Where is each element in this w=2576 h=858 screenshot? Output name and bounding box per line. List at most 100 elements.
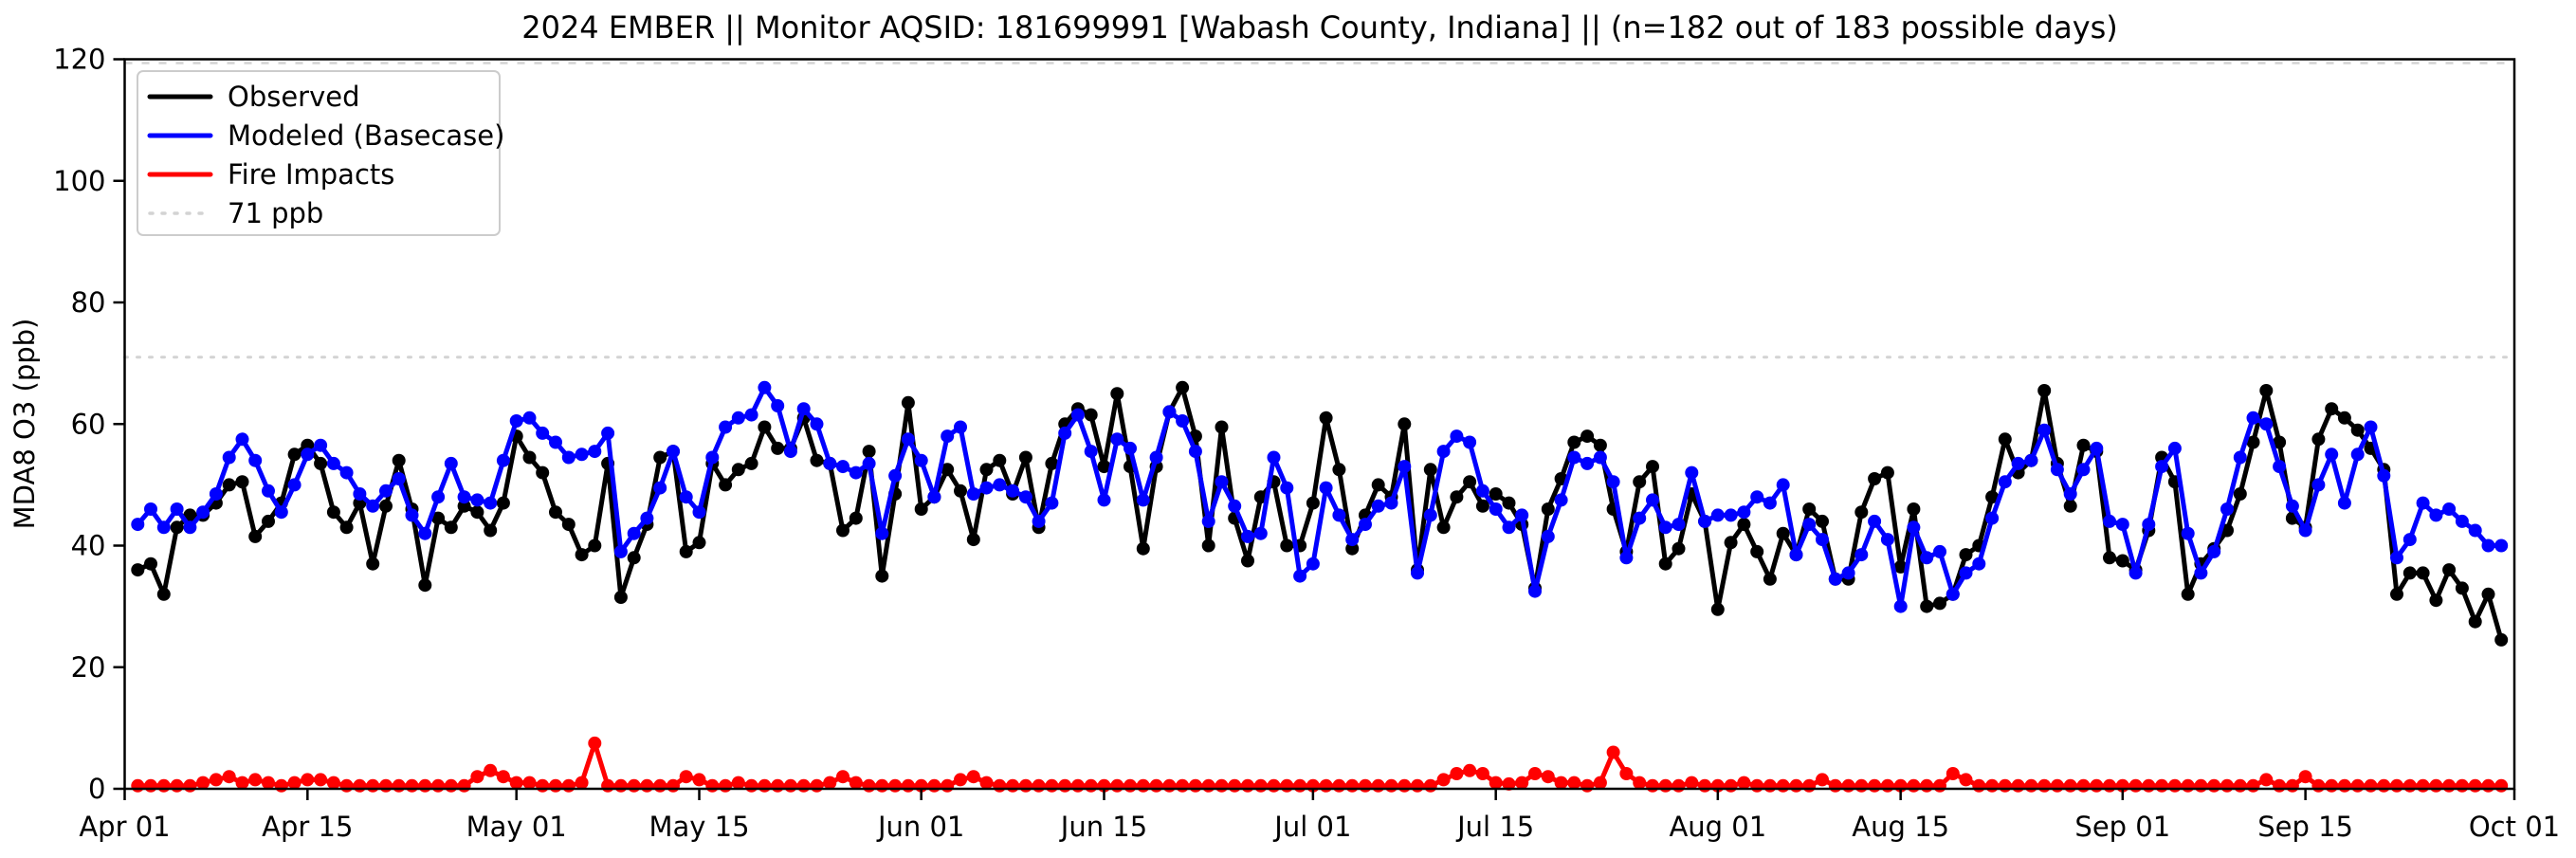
data-point-fire — [1802, 778, 1817, 793]
data-point-fire — [1580, 778, 1595, 793]
data-point-fire — [2468, 778, 2482, 793]
data-point-fire — [2103, 778, 2116, 793]
data-point-modeled — [1868, 514, 1882, 528]
data-point-modeled — [1724, 508, 1738, 522]
data-point-observed — [1998, 432, 2012, 447]
data-point-observed — [1541, 502, 1555, 516]
data-point-observed — [2233, 487, 2247, 501]
data-point-observed — [1737, 518, 1751, 532]
data-point-modeled — [2090, 441, 2104, 455]
data-point-modeled — [2233, 450, 2247, 465]
data-point-fire — [862, 778, 876, 793]
data-point-modeled — [1345, 533, 1360, 547]
x-tick-label: Jun 15 — [1059, 811, 1147, 843]
data-point-fire — [719, 778, 733, 793]
data-point-observed — [2337, 411, 2351, 425]
data-point-observed — [2259, 384, 2274, 397]
data-point-modeled — [1502, 520, 1516, 535]
data-point-modeled — [196, 505, 210, 520]
data-point-observed — [1854, 505, 1869, 520]
data-point-observed — [901, 395, 915, 410]
data-point-fire — [901, 778, 915, 793]
data-point-fire — [1345, 778, 1360, 793]
data-point-fire — [1502, 776, 1516, 791]
data-point-modeled — [1359, 518, 1372, 532]
x-tick-label: May 01 — [466, 811, 567, 843]
data-point-fire — [1475, 767, 1489, 780]
data-point-fire — [731, 776, 745, 790]
data-point-modeled — [2050, 463, 2064, 477]
data-point-modeled — [823, 456, 837, 470]
data-point-fire — [287, 776, 301, 790]
data-point-observed — [392, 453, 406, 467]
data-point-modeled — [314, 438, 328, 452]
data-point-fire — [2390, 778, 2403, 793]
data-point-fire — [771, 778, 785, 793]
data-point-fire — [1763, 778, 1777, 793]
data-point-fire — [1084, 778, 1098, 793]
data-point-observed — [1475, 499, 1489, 513]
data-point-modeled — [509, 414, 523, 428]
data-point-modeled — [1006, 484, 1020, 498]
data-point-fire — [274, 778, 288, 793]
data-point-modeled — [549, 435, 562, 449]
data-point-modeled — [1567, 450, 1581, 465]
data-point-observed — [979, 463, 994, 477]
data-point-fire — [588, 736, 602, 750]
data-point-observed — [1489, 487, 1503, 501]
data-point-modeled — [170, 502, 184, 516]
data-point-fire — [144, 778, 157, 793]
data-point-fire — [2325, 778, 2339, 793]
data-point-observed — [2273, 435, 2287, 449]
data-point-fire — [1658, 778, 1672, 793]
data-point-observed — [484, 523, 498, 538]
data-point-observed — [1241, 554, 1254, 568]
data-point-fire — [1253, 778, 1268, 793]
data-point-modeled — [2311, 478, 2326, 492]
data-point-fire — [2416, 778, 2430, 793]
data-point-observed — [758, 420, 772, 434]
data-point-observed — [1959, 548, 1973, 562]
data-point-fire — [1463, 763, 1477, 777]
legend-label: 71 ppb — [228, 197, 323, 229]
data-point-observed — [183, 508, 197, 522]
data-point-modeled — [888, 468, 903, 483]
data-point-fire — [366, 778, 380, 793]
data-point-modeled — [405, 508, 419, 522]
data-point-fire — [1828, 778, 1842, 793]
data-point-observed — [2402, 566, 2417, 580]
data-point-observed — [2181, 587, 2195, 601]
data-point-fire — [405, 778, 419, 793]
data-point-fire — [156, 778, 171, 793]
data-point-observed — [561, 518, 575, 532]
y-tick-label: 0 — [88, 773, 105, 805]
data-point-fire — [653, 778, 667, 793]
data-point-modeled — [392, 472, 406, 485]
data-point-fire — [1554, 776, 1568, 790]
data-point-modeled — [1398, 460, 1412, 474]
data-point-modeled — [366, 499, 380, 513]
data-point-modeled — [1802, 518, 1817, 532]
data-point-fire — [1136, 778, 1150, 793]
data-point-fire — [248, 773, 263, 787]
data-point-modeled — [2468, 523, 2482, 538]
data-point-fire — [2155, 778, 2169, 793]
data-point-modeled — [613, 544, 628, 558]
data-point-fire — [2311, 778, 2326, 793]
data-point-observed — [287, 447, 301, 462]
data-point-observed — [2455, 581, 2469, 595]
data-point-fire — [561, 778, 575, 793]
data-point-observed — [2103, 551, 2116, 565]
data-point-modeled — [2246, 411, 2260, 425]
data-point-modeled — [941, 429, 955, 444]
data-point-modeled — [2442, 502, 2457, 516]
data-point-modeled — [1541, 529, 1555, 543]
data-point-observed — [1201, 539, 1215, 553]
data-point-observed — [2442, 563, 2457, 577]
data-point-observed — [1816, 514, 1829, 528]
data-point-fire — [1332, 778, 1346, 793]
data-point-fire — [836, 770, 850, 784]
data-point-modeled — [1411, 566, 1424, 580]
data-point-modeled — [1149, 450, 1163, 465]
data-point-fire — [849, 776, 863, 790]
